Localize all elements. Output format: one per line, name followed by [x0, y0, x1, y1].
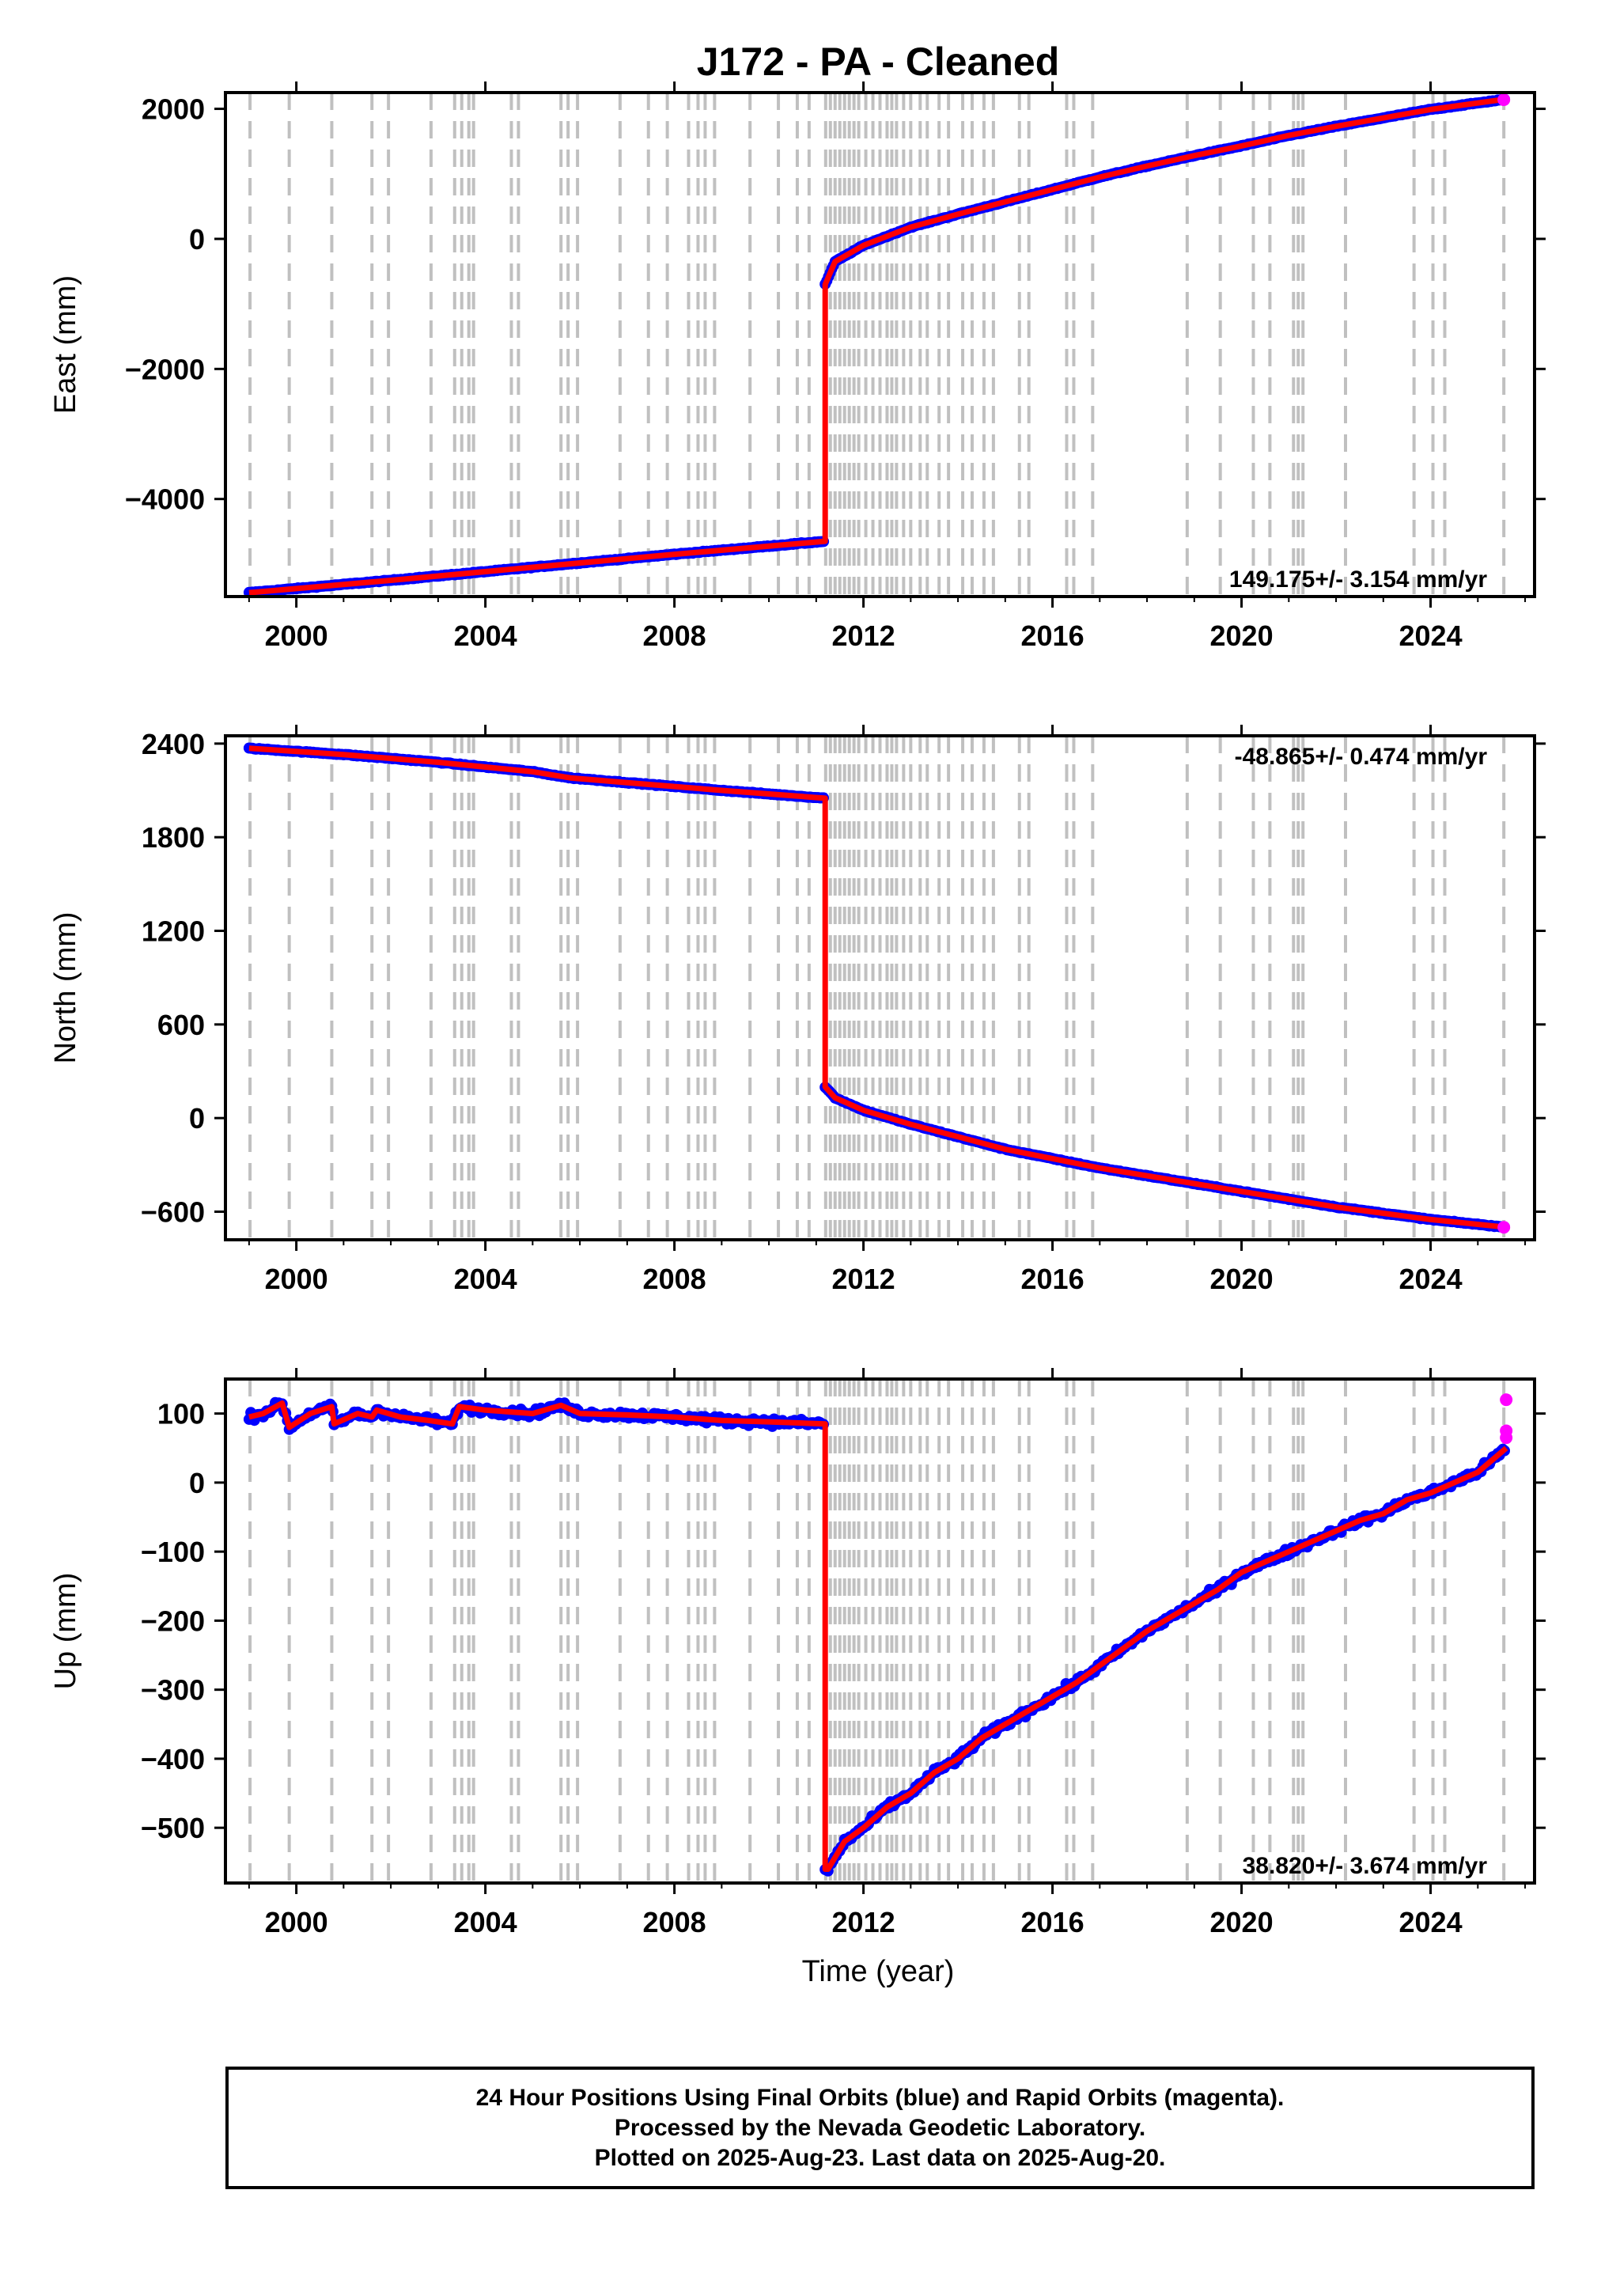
x-tick-label: 2000 — [265, 619, 328, 652]
data-layer — [243, 1393, 1513, 1877]
x-tick-label: 2024 — [1399, 619, 1463, 652]
y-axis-label: East (mm) — [49, 275, 82, 414]
final-orbit-points — [243, 93, 1510, 597]
x-tick-label: 2016 — [1021, 1906, 1084, 1938]
x-tick-label: 2008 — [643, 619, 706, 652]
x-tick-label: 2008 — [643, 1906, 706, 1938]
x-tick-label: 2020 — [1210, 1263, 1274, 1295]
x-tick-label: 2004 — [454, 619, 517, 652]
model-line — [248, 96, 1507, 596]
x-tick-label: 2012 — [832, 1906, 895, 1938]
y-tick-label: 2400 — [142, 728, 205, 760]
y-tick-label: 100 — [157, 1398, 205, 1430]
footer-note: 24 Hour Positions Using Final Orbits (bl… — [225, 2067, 1535, 2189]
y-axis-label: North (mm) — [49, 911, 82, 1063]
y-tick-label: 0 — [189, 1102, 205, 1135]
rapid-orbit-point — [1497, 93, 1511, 107]
y-tick-label: 600 — [157, 1009, 205, 1041]
x-tick-label: 2008 — [643, 1263, 706, 1295]
rate-annotation: 149.175+/- 3.154 mm/yr — [1229, 566, 1487, 593]
rapid-orbit-point — [1497, 1221, 1511, 1234]
x-tick-label: 2020 — [1210, 1906, 1274, 1938]
y-tick-label: −300 — [141, 1674, 205, 1707]
model-path — [248, 96, 1507, 596]
x-tick-label: 2016 — [1021, 1263, 1084, 1295]
y-tick-label: −500 — [141, 1812, 205, 1844]
y-tick-label: 0 — [189, 1467, 205, 1499]
panels: 2000 2004 2008 2012 2016 2020 2024−4000−200002… — [49, 81, 1546, 1938]
y-tick-label: −2000 — [125, 353, 205, 385]
final-orbit-points — [243, 742, 1510, 1233]
x-tick-label: 2016 — [1021, 619, 1084, 652]
rate-annotation: 38.820+/- 3.674 mm/yr — [1243, 1853, 1488, 1879]
x-tick-label: 2000 — [265, 1906, 328, 1938]
x-tick-label: 2012 — [832, 1263, 895, 1295]
model-path — [248, 1400, 1508, 1872]
x-tick-label: 2020 — [1210, 619, 1274, 652]
rapid-orbit-points — [1497, 1221, 1511, 1234]
y-tick-label: −4000 — [125, 483, 205, 516]
x-tick-label: 2004 — [454, 1263, 517, 1295]
x-tick-label: 2024 — [1399, 1906, 1463, 1938]
footer-line-dates: Plotted on 2025-Aug-23. Last data on 202… — [594, 2144, 1166, 2171]
y-tick-label: 2000 — [142, 93, 205, 126]
x-tick-label: 2004 — [454, 1906, 517, 1938]
event-lines — [248, 93, 1506, 597]
footer-line-orbits: 24 Hour Positions Using Final Orbits (bl… — [475, 2084, 1285, 2111]
rapid-orbit-point — [1500, 1431, 1513, 1445]
panel-north: 2000 2004 2008 2012 2016 2020 2024 −600 0 600 1200… — [49, 725, 1546, 1295]
panel-up: 2000 2004 2008 2012 2016 2020 2024 −500 −400 −300… — [49, 1368, 1546, 1938]
rapid-orbit-points — [1497, 93, 1511, 107]
model-path — [248, 745, 1507, 1230]
plot-frame — [224, 734, 1536, 1241]
y-tick-label: −100 — [141, 1536, 205, 1568]
y-axis-label: Up (mm) — [49, 1573, 82, 1690]
data-layer — [243, 742, 1511, 1234]
y-tick-label: −600 — [141, 1196, 205, 1229]
rapid-orbit-point — [1500, 1393, 1513, 1407]
plot-frame — [224, 91, 1536, 598]
rate-annotation: -48.865+/- 0.474 mm/yr — [1235, 744, 1488, 770]
x-tick-label: 2012 — [832, 619, 895, 652]
footer-line-processor: Processed by the Nevada Geodetic Laborat… — [614, 2114, 1146, 2141]
plot-frame — [224, 1377, 1536, 1885]
x-tick-label: 2024 — [1399, 1263, 1463, 1295]
x-tick-label: 2000 — [265, 1263, 328, 1295]
y-tick-label: 1200 — [142, 915, 205, 948]
panel-east: 2000 2004 2008 2012 2016 2020 2024 −4000 −2000 0 2… — [49, 81, 1546, 652]
y-tick-label: −200 — [141, 1605, 205, 1637]
y-tick-label: 1800 — [142, 821, 205, 854]
y-tick-label: 0 — [189, 223, 205, 256]
model-line — [248, 1400, 1508, 1872]
x-axis-label: Time (year) — [802, 1955, 955, 1988]
figure-title: J172 - PA - Cleaned — [697, 40, 1060, 84]
model-line — [248, 745, 1507, 1230]
data-layer — [243, 93, 1511, 597]
rapid-orbit-points — [1500, 1393, 1513, 1445]
final-orbit-points — [243, 1396, 1510, 1877]
event-lines — [248, 736, 1506, 1240]
y-tick-label: −400 — [141, 1743, 205, 1775]
